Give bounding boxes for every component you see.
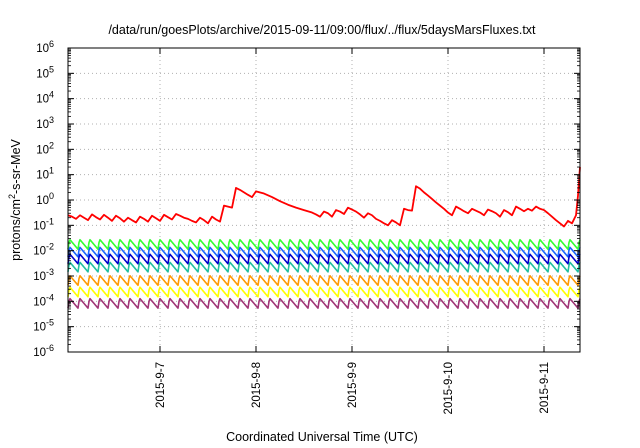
series-line-5 bbox=[67, 261, 581, 273]
y-tick-label: 101 bbox=[36, 166, 54, 182]
y-tick-label: 10-3 bbox=[33, 267, 54, 283]
x-tick-label: 2015-9-9 bbox=[347, 362, 359, 408]
x-tick-label: 2015-9-7 bbox=[155, 362, 167, 408]
x-tick-label: 2015-9-11 bbox=[539, 362, 551, 414]
y-tick-label: 106 bbox=[36, 39, 54, 55]
y-tick-label: 10-5 bbox=[33, 318, 54, 334]
y-tick-label: 105 bbox=[36, 64, 54, 80]
y-axis-label: protons/cm2-s-sr-MeV bbox=[7, 138, 23, 260]
ticks: 10-6 10-5 10-4 10-3 10-2 10-1 100 101 102 103 104 1… bbox=[33, 39, 580, 414]
series-line-3 bbox=[67, 246, 581, 258]
y-tick-label: 103 bbox=[36, 115, 54, 131]
x-tick-label: 2015-9-10 bbox=[443, 362, 455, 414]
x-tick-label: 2015-9-8 bbox=[251, 362, 263, 408]
series-line-4 bbox=[67, 253, 581, 265]
series-line-2 bbox=[67, 238, 581, 251]
x-axis-label: Coordinated Universal Time (UTC) bbox=[226, 430, 418, 444]
chart-title: /data/run/goesPlots/archive/2015-09-11/0… bbox=[108, 23, 536, 37]
y-tick-label: 10-2 bbox=[33, 242, 54, 258]
series-line-6 bbox=[67, 275, 581, 287]
y-tick-label: 100 bbox=[36, 191, 54, 207]
series-line-7 bbox=[67, 286, 581, 298]
series-line-1 bbox=[67, 166, 581, 228]
y-tick-label: 10-1 bbox=[33, 216, 54, 232]
y-tick-label: 102 bbox=[36, 140, 54, 156]
series-line-8 bbox=[67, 297, 581, 309]
y-tick-label: 10-4 bbox=[33, 292, 54, 308]
y-tick-label: 104 bbox=[36, 90, 54, 106]
series-lines bbox=[67, 166, 581, 309]
grid bbox=[68, 48, 580, 352]
y-tick-label: 10-6 bbox=[33, 343, 54, 359]
